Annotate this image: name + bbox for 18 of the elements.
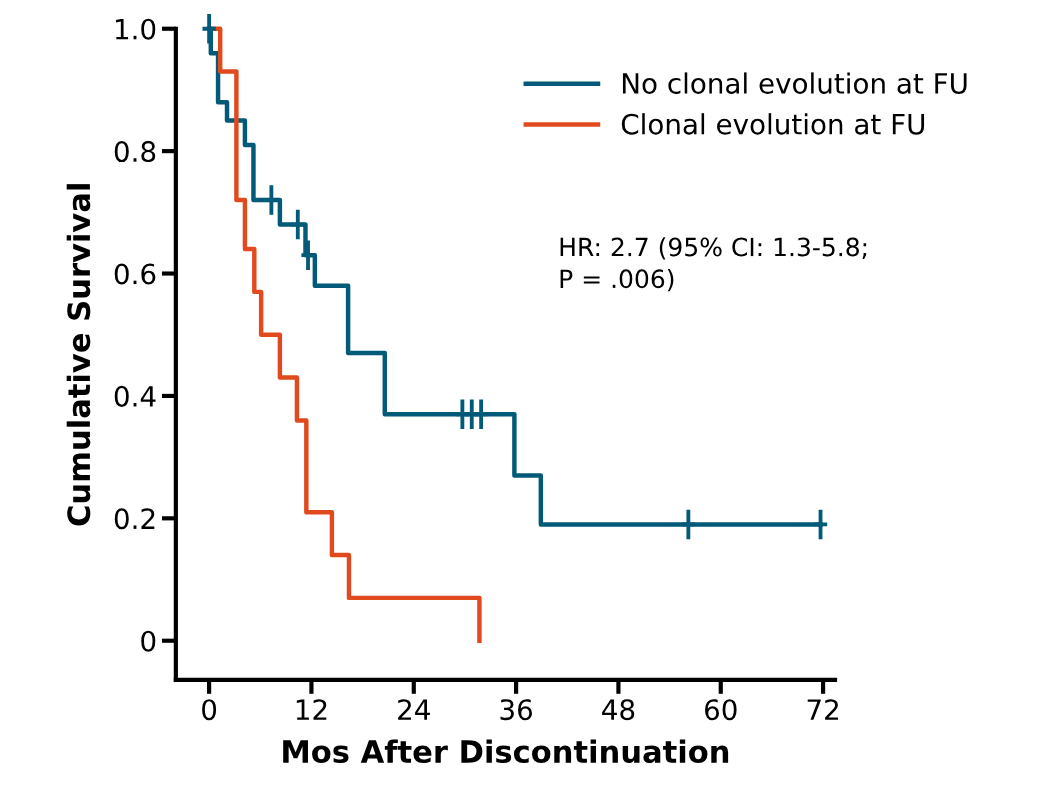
x-tick-label: 72 bbox=[807, 699, 838, 720]
legend-label: No clonal evolution at FU bbox=[622, 72, 967, 94]
x-tick-label: 0 bbox=[202, 699, 217, 721]
x-axis-title: Mos After Discontinuation bbox=[283, 739, 729, 764]
y-tick-label: 0 bbox=[141, 630, 156, 652]
x-tick-label: 48 bbox=[602, 699, 635, 721]
legend-label: Clonal evolution at FU bbox=[621, 113, 925, 135]
y-tick-label: 0.6 bbox=[114, 263, 156, 285]
y-tick-label: 1.0 bbox=[115, 18, 156, 40]
y-tick-label: 0.2 bbox=[114, 508, 155, 530]
y-axis-title: Cumulative Survival bbox=[66, 184, 91, 526]
x-tick-label: 24 bbox=[398, 699, 430, 720]
x-tick-label: 36 bbox=[500, 699, 533, 721]
y-tick-label: 0.4 bbox=[114, 385, 156, 407]
y-tick-label: 0.8 bbox=[114, 141, 156, 163]
x-tick-label: 60 bbox=[705, 699, 737, 721]
x-tick-label: 12 bbox=[296, 699, 327, 720]
annotation: HR: 2.7 (95% CI: 1.3-5.8; P = .006) bbox=[560, 237, 867, 292]
